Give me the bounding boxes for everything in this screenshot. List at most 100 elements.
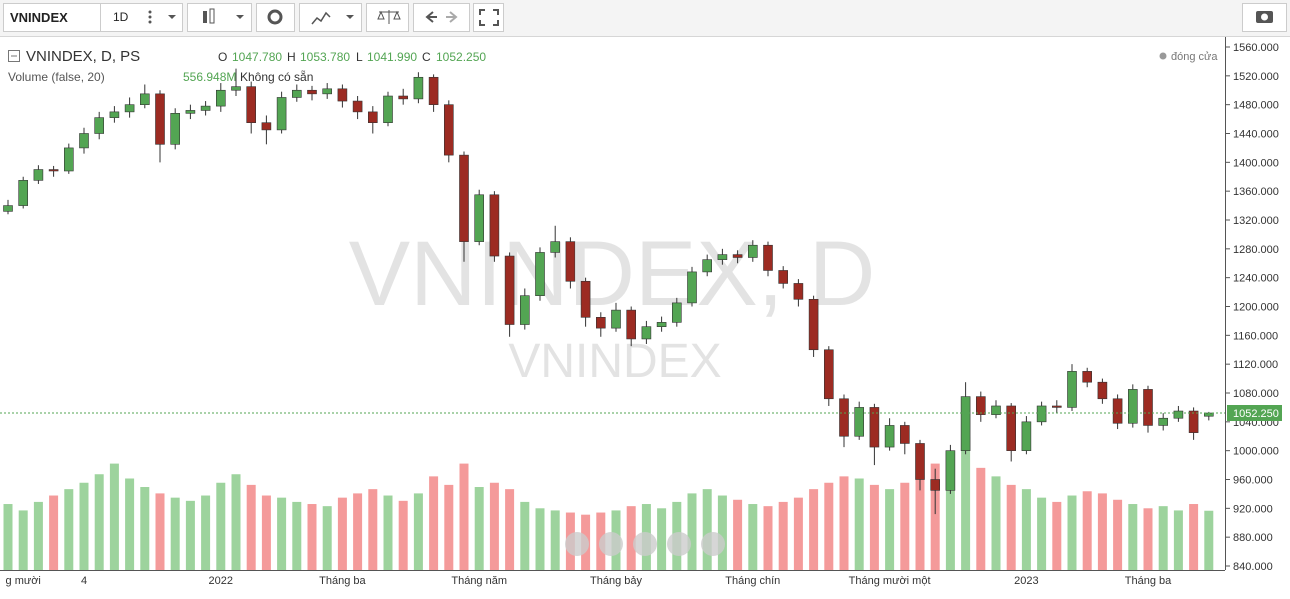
volume-bar (18, 510, 28, 570)
y-tick-label: 1160.000 (1233, 330, 1278, 342)
volume-bar (79, 482, 89, 570)
y-tick-label: 880.000 (1233, 532, 1273, 544)
y-tick-label: 1280.000 (1233, 244, 1279, 256)
x-tick-label: Tháng ba (319, 575, 366, 587)
y-tick-label: 1520.000 (1233, 71, 1279, 83)
volume-bar (444, 484, 454, 570)
candle-body (1067, 371, 1077, 408)
volume-bar (1021, 489, 1031, 570)
volume-bar (1204, 510, 1214, 570)
candle-body (580, 280, 591, 318)
interval-box[interactable] (100, 3, 183, 32)
ohlc-value: 1053.780 (300, 50, 350, 64)
volume-bar (307, 504, 317, 570)
candle-body (291, 89, 302, 98)
candle-body (276, 97, 287, 131)
x-tick-label: 2022 (209, 575, 233, 587)
candle-body (3, 205, 13, 212)
volume-bar (459, 463, 469, 570)
legend-dot (1159, 52, 1167, 60)
candle-body (140, 93, 150, 105)
candle-body (687, 271, 697, 304)
candle-body (1082, 371, 1092, 383)
candle-body (170, 113, 180, 145)
candle-body (975, 396, 986, 415)
x-tick-label: Tháng chín (725, 575, 780, 587)
candle-body (124, 104, 135, 113)
volume-bar (368, 489, 378, 570)
volume-value: 556.948M (183, 70, 236, 84)
volume-bar (292, 501, 302, 570)
collapse-icon[interactable] (8, 50, 20, 62)
candle-body (1143, 389, 1153, 426)
candle-body (18, 180, 29, 206)
y-tick-label: 1000.000 (1233, 446, 1279, 458)
volume-bar (702, 489, 712, 570)
x-tick-label: 4 (81, 575, 87, 587)
volume-bar (733, 499, 743, 570)
volume-bar (991, 476, 1001, 570)
volume-bar (1128, 504, 1138, 570)
volume-bar (1143, 508, 1153, 570)
volume-bar (1097, 493, 1107, 570)
candle-body (960, 396, 971, 451)
ohlc-key: H (287, 50, 296, 64)
volume-bar (961, 437, 971, 570)
candle-body (337, 88, 348, 102)
candle-body (109, 111, 120, 118)
volume-bar (717, 495, 727, 570)
volume-bar (657, 508, 667, 570)
y-tick-label: 920.000 (1233, 503, 1273, 515)
volume-bar (1006, 484, 1016, 570)
volume-bar (687, 493, 697, 570)
volume-bar (1158, 506, 1168, 570)
candle-body (991, 405, 1001, 415)
candle-body (1021, 421, 1032, 451)
volume-bar (748, 504, 758, 570)
volume-bar (854, 478, 864, 570)
candle-body (656, 322, 667, 327)
volume-bar (793, 497, 803, 570)
candle-body (793, 283, 804, 300)
volume-bar (1067, 495, 1077, 570)
volume-bar (185, 500, 195, 570)
y-tick-label: 1080.000 (1233, 388, 1279, 400)
symbol[interactable]: VNINDEX (10, 10, 68, 25)
volume-bar (49, 495, 59, 570)
candle-body (322, 88, 333, 95)
volume-bar (824, 482, 834, 570)
candle-body (626, 309, 637, 340)
volume-bar (976, 467, 986, 570)
x-tick-label: Tháng năm (451, 575, 507, 587)
x-tick-label: Tháng bảy (590, 575, 642, 587)
volume-bar (626, 506, 636, 570)
candle-body (1128, 389, 1138, 424)
volume-bar (930, 463, 940, 570)
volume-bar (170, 497, 180, 570)
volume-bar (945, 452, 955, 570)
interval[interactable]: 1D (113, 10, 129, 24)
volume-bar (140, 487, 150, 570)
volume-bar (337, 497, 347, 570)
volume-bar (383, 495, 393, 570)
y-tick-label: 960.000 (1233, 475, 1273, 487)
volume-bar (94, 474, 104, 570)
candle-body (1158, 417, 1168, 426)
y-tick-label: 1560.000 (1233, 42, 1279, 54)
candle-body (155, 93, 165, 145)
candle-body (246, 86, 256, 123)
candle-body (854, 407, 865, 437)
volume-bar (1173, 510, 1183, 570)
candle-body (930, 479, 941, 491)
candle-body (778, 270, 789, 284)
candle-body (839, 398, 849, 437)
volume-bar (398, 500, 408, 570)
nav-buttons[interactable] (565, 532, 725, 556)
candle-body (945, 450, 956, 491)
toolbar-icons (148, 3, 1287, 32)
symbol-box[interactable] (3, 3, 101, 32)
candle-body (763, 244, 773, 271)
candle-body (1173, 410, 1184, 419)
